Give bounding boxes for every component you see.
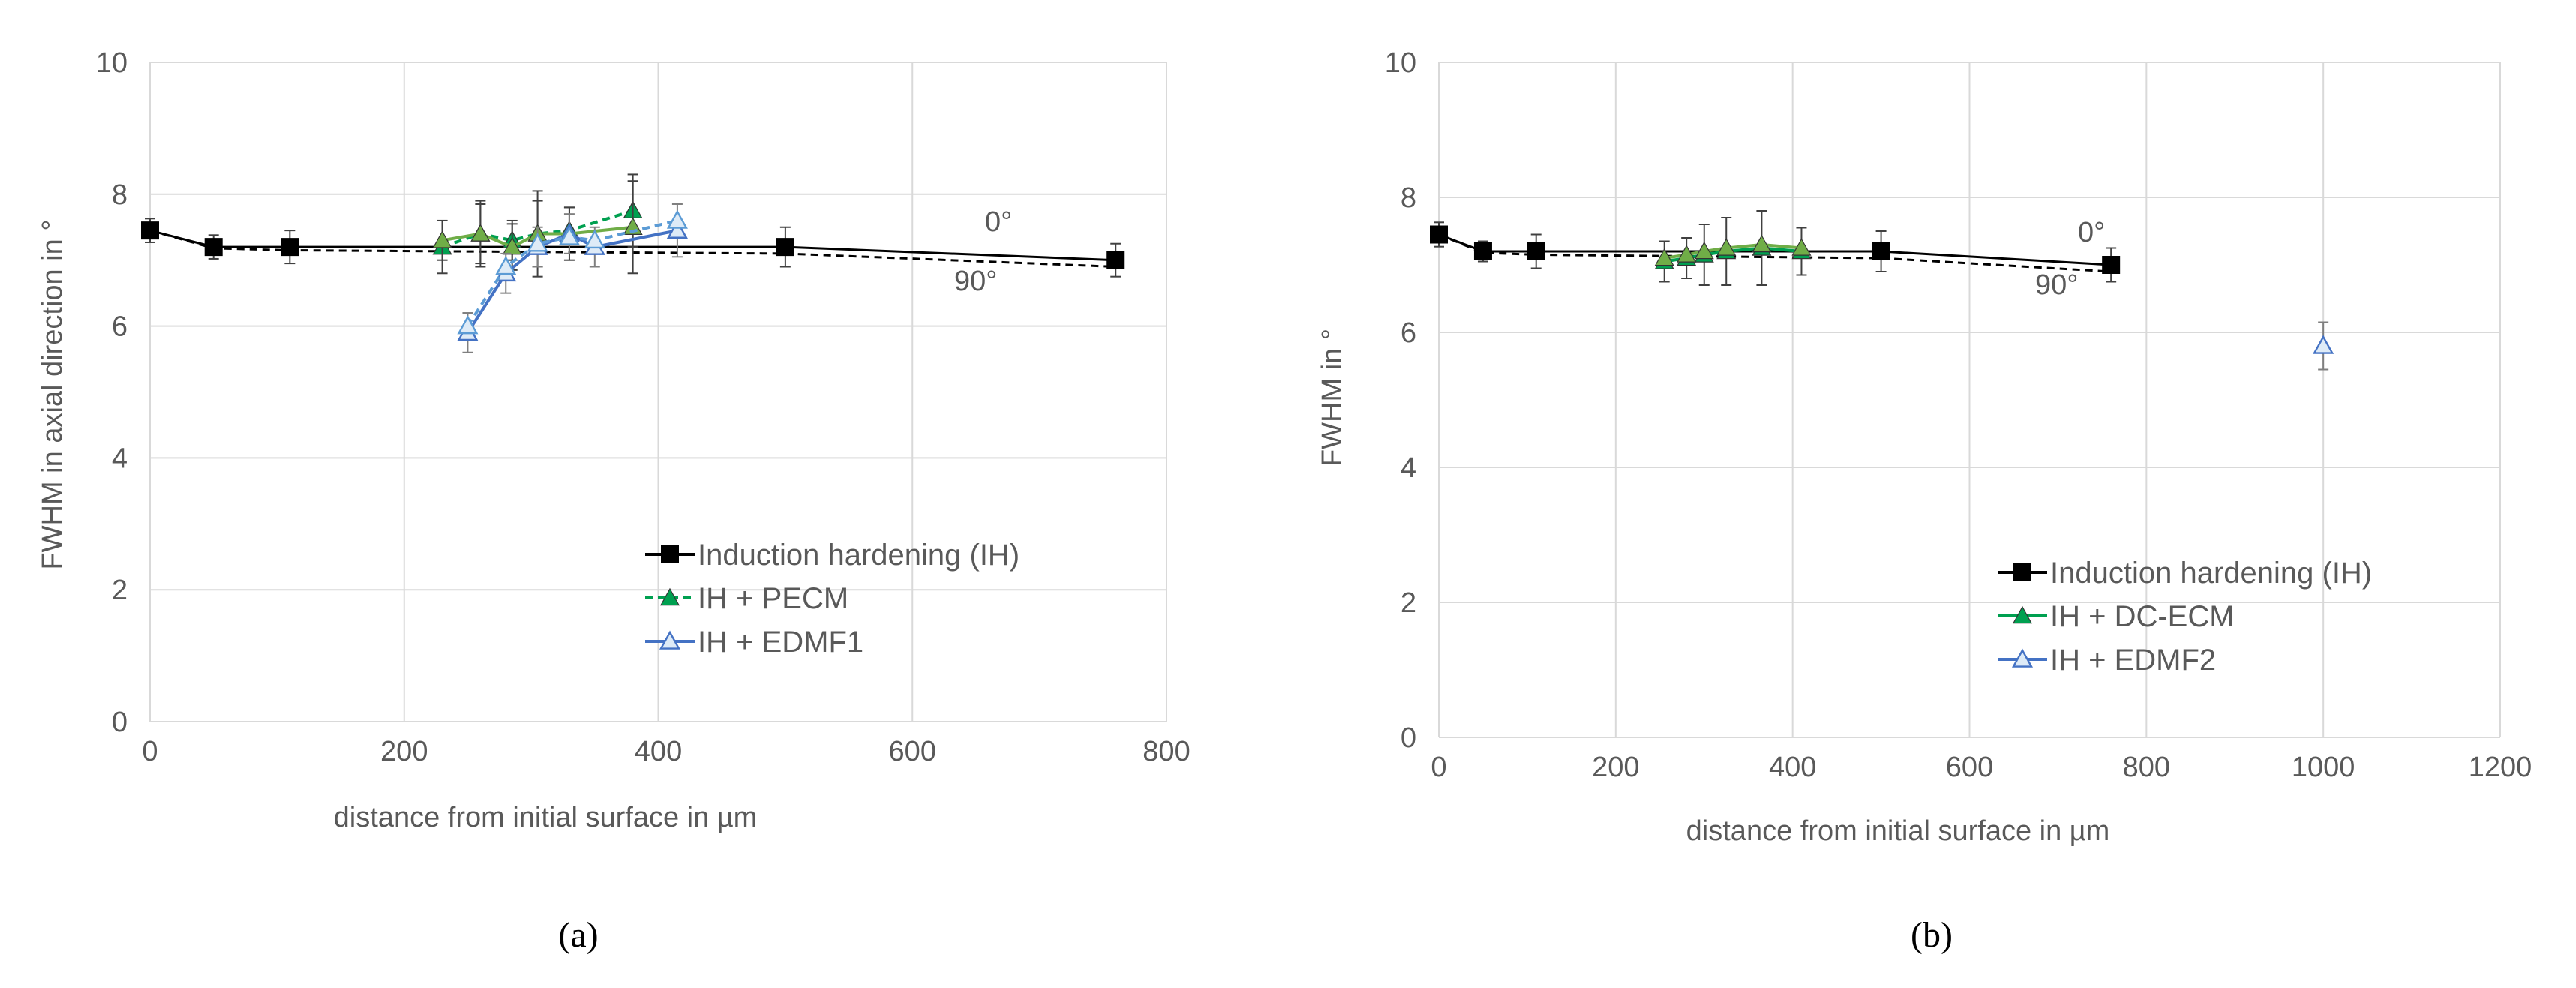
chart-b-y-tick-label: 10 (1385, 47, 1416, 79)
chart-a-legend: Induction hardening (IH) IH + PECM IH + ED… (645, 539, 1019, 659)
chart-a-legend-label: IH + EDMF1 (698, 626, 863, 659)
chart-b-data-point (1694, 241, 1714, 260)
chart-b-legend-marker (2012, 605, 2033, 624)
chart-b-legend-label: IH + EDMF2 (2050, 644, 2216, 677)
chart-b-plot-area (1430, 210, 2334, 371)
chart-a-annotation-0deg: 0° (985, 206, 1012, 238)
chart-b-data-point (1791, 238, 1812, 256)
chart-a-series-line (466, 219, 678, 327)
chart-b-data-point (1716, 238, 1737, 256)
chart-b-y-tick-label: 6 (1401, 317, 1416, 349)
chart-a-x-tick-label: 600 (889, 736, 936, 767)
chart-a-x-axis-label: distance from initial surface in µm (334, 802, 758, 833)
chart-b-data-point (1677, 245, 1697, 263)
chart-b-x-axis-label: distance from initial surface in µm (1686, 815, 2110, 847)
chart-a-data-point (666, 219, 688, 239)
chart-a-y-tick-label: 2 (112, 575, 128, 606)
chart-b-x-tick-label: 200 (1592, 752, 1639, 783)
chart-a-legend-item: IH + EDMF1 (645, 626, 863, 659)
chart-a-series-5 (457, 209, 688, 335)
chart-b-series-3 (1654, 234, 1812, 266)
chart-b-series-4 (2313, 321, 2334, 371)
chart-b-data-point (1654, 248, 1674, 266)
chart-a-legend-marker (659, 587, 680, 606)
chart-b-x-tick-label: 600 (1946, 752, 1993, 783)
chart-a-series-line (466, 229, 678, 334)
chart-a-data-point (204, 238, 223, 257)
chart-b-data-point (1527, 242, 1545, 260)
chart-b-legend-marker (2011, 648, 2034, 668)
chart-b-x-tick-label: 800 (2123, 752, 2170, 783)
chart-b-annotation-90deg: 90° (2035, 269, 2078, 301)
chart-b-data-point (2102, 256, 2121, 274)
chart-b-y-tick-label: 8 (1401, 182, 1416, 214)
chart-a-legend-label: IH + PECM (698, 582, 848, 615)
chart-b-legend: Induction hardening (IH) IH + DC-ECM IH + … (1998, 557, 2372, 677)
chart-a-y-tick-label: 0 (112, 707, 128, 738)
chart-b-annotation-0deg: 0° (2078, 217, 2105, 248)
chart-a-x-tick-label: 400 (635, 736, 682, 767)
chart-a-data-point (495, 256, 517, 275)
chart-b-x-tick-label: 400 (1769, 752, 1816, 783)
chart-a-caption: (a) (558, 915, 598, 955)
chart-a-legend-label: Induction hardening (IH) (698, 539, 1019, 572)
chart-b-y-tick-label: 0 (1401, 722, 1416, 754)
chart-a-data-point (584, 229, 605, 249)
chart-a-y-tick-label: 6 (112, 311, 128, 343)
chart-a-data-point (432, 230, 452, 248)
chart-b-data-point (2313, 335, 2334, 354)
chart-b-x-tick-label: 1000 (2292, 752, 2355, 783)
chart-a-legend-marker (661, 545, 679, 563)
chart-a-data-point (1106, 251, 1125, 269)
chart-b-legend-item: IH + DC-ECM (1998, 600, 2235, 633)
chart-b-legend-item: Induction hardening (IH) (1998, 557, 2372, 590)
chart-b-data-point (1872, 242, 1890, 260)
chart-a-y-axis-label: FWHM in axial direction in ° (37, 219, 68, 569)
chart-b-legend-label: Induction hardening (IH) (2050, 557, 2372, 590)
chart-a-y-tick-label: 8 (112, 179, 128, 211)
chart-a-annotation-90deg: 90° (954, 266, 997, 297)
chart-a-legend-item: Induction hardening (IH) (645, 539, 1019, 572)
chart-b-series-1 (1438, 233, 2112, 273)
chart-a-legend-marker (659, 630, 681, 650)
chart-b-legend-marker (2013, 563, 2031, 581)
chart-a-x-tick-label: 800 (1142, 736, 1190, 767)
chart-a-data-point (558, 226, 580, 245)
chart-a-series-line (149, 229, 1116, 268)
chart-b-y-tick-label: 2 (1401, 587, 1416, 619)
chart-panel-a: 0 200 400 600 800 0 2 4 6 8 10 FWHM in axial direc… (37, 47, 1190, 955)
chart-panel-b: 0 200 400 600 800 1000 1200 0 2 4 6 8 10 FWHM in ° d… (1317, 47, 2532, 955)
chart-a-y-tick-label: 4 (112, 443, 128, 474)
chart-a-grid: 0 200 400 600 800 0 2 4 6 8 10 (96, 47, 1190, 767)
chart-a-data-point (281, 238, 299, 257)
chart-a-data-point (623, 217, 643, 235)
chart-b-y-axis-label: FWHM in ° (1317, 329, 1348, 467)
chart-a-x-tick-label: 0 (142, 736, 158, 767)
chart-a-data-point (502, 236, 522, 255)
chart-a-x-tick-label: 200 (380, 736, 428, 767)
chart-b-x-tick-label: 1200 (2469, 752, 2532, 783)
chart-a-data-point (457, 315, 479, 335)
chart-b-caption: (b) (1911, 915, 1953, 955)
chart-b-grid: 0 200 400 600 800 1000 1200 0 2 4 6 8 10 (1385, 47, 2532, 783)
chart-b-series-0 (1430, 221, 2121, 283)
chart-a-data-point (776, 238, 794, 257)
chart-a-legend-item: IH + PECM (645, 582, 848, 615)
chart-a-y-tick-label: 10 (96, 47, 128, 79)
chart-a-plot-area (141, 173, 1125, 353)
chart-a-data-point (470, 224, 491, 242)
chart-a-series-1 (149, 229, 1116, 268)
chart-b-series-line (1438, 233, 2112, 273)
chart-b-data-point (1752, 234, 1772, 253)
chart-b-y-tick-label: 4 (1401, 452, 1416, 484)
chart-a-series-line (442, 225, 633, 249)
chart-b-x-tick-label: 0 (1431, 752, 1446, 783)
chart-b-legend-label: IH + DC-ECM (2050, 600, 2235, 633)
chart-a-data-point (666, 209, 688, 229)
chart-b-legend-item: IH + EDMF2 (1998, 644, 2216, 677)
chart-a-data-point (527, 233, 548, 252)
chart-b-data-point (1473, 242, 1492, 260)
chart-a-series-line (441, 209, 634, 249)
